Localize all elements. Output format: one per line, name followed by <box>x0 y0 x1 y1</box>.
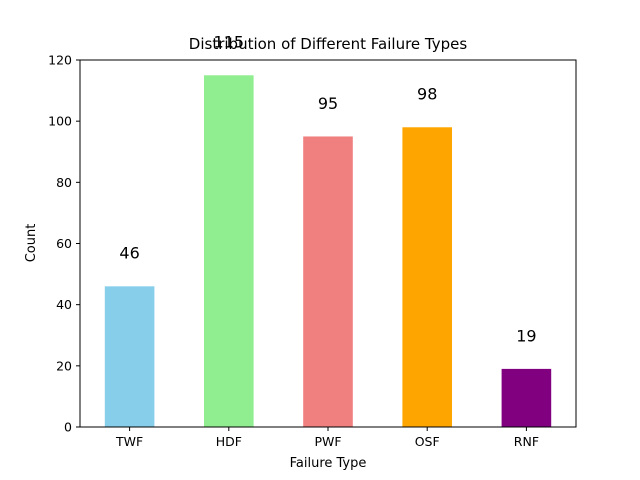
x-tick-label-rnf: RNF <box>514 434 539 449</box>
data-label-pwf: 95 <box>318 94 338 113</box>
x-axis-label: Failure Type <box>290 456 367 471</box>
bar-twf <box>104 286 155 427</box>
y-tick-label: 20 <box>56 358 72 373</box>
y-axis-label: Count <box>24 224 39 263</box>
y-tick-label: 80 <box>56 175 72 190</box>
data-label-osf: 98 <box>417 85 437 104</box>
bar-pwf <box>303 136 353 427</box>
bar-hdf <box>204 75 254 427</box>
y-tick-label: 120 <box>48 53 72 68</box>
y-tick-label: 40 <box>56 297 72 312</box>
x-tick-label-hdf: HDF <box>216 434 242 449</box>
bar-rnf <box>501 368 552 427</box>
x-tick-label-pwf: PWF <box>314 434 341 449</box>
chart-title: Distribution of Different Failure Types <box>189 35 468 53</box>
data-label-rnf: 19 <box>516 326 536 345</box>
data-label-hdf: 115 <box>214 33 245 52</box>
plot-area: 46 115 95 98 19 0 20 40 60 80 100 120 TWF HDF PWF OSF RN… <box>48 33 577 449</box>
y-tick-label: 100 <box>48 114 72 129</box>
data-label-twf: 46 <box>119 244 139 263</box>
y-tick-label: 0 <box>64 420 72 435</box>
y-tick-label: 60 <box>56 236 72 251</box>
x-tick-label-osf: OSF <box>415 434 440 449</box>
bar-osf <box>402 127 452 427</box>
x-tick-label-twf: TWF <box>115 434 143 449</box>
